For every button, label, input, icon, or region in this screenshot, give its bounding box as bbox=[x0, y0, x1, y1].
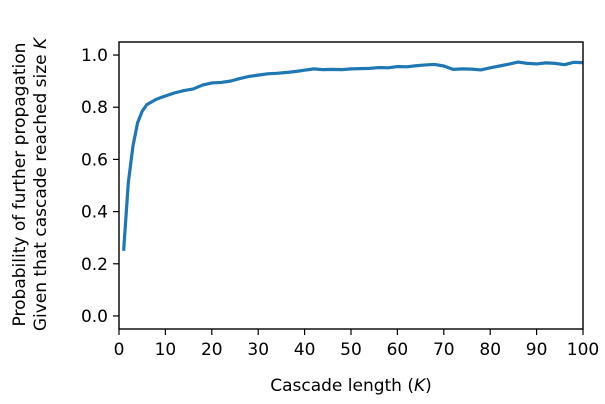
x-tick-label: 40 bbox=[294, 340, 316, 360]
y-tick-label: 0.2 bbox=[81, 255, 108, 275]
x-tick-label: 60 bbox=[387, 340, 409, 360]
y-tick-label: 0.8 bbox=[81, 98, 108, 118]
y-axis-label: Probability of further propagation Given … bbox=[10, 36, 51, 331]
x-axis-ticks: 0 10 20 30 40 50 60 70 80 90 100 bbox=[114, 329, 599, 360]
y-tick-label: 0.4 bbox=[81, 203, 108, 223]
y-tick-label: 1.0 bbox=[81, 46, 108, 66]
plot-area bbox=[118, 41, 584, 330]
x-tick-label: 0 bbox=[114, 340, 125, 360]
x-tick-label: 30 bbox=[247, 340, 269, 360]
x-axis-label: Cascade length (K) bbox=[270, 376, 432, 396]
y-tick-label: 0.6 bbox=[81, 150, 108, 170]
plot-frame bbox=[118, 41, 584, 330]
y-axis-label-line: Probability of further propagation bbox=[10, 43, 30, 327]
x-tick-label: 50 bbox=[340, 340, 362, 360]
series-line bbox=[122, 60, 584, 251]
y-axis-ticks: 0.0 0.2 0.4 0.6 0.8 1.0 bbox=[81, 46, 119, 327]
y-tick-label: 0.0 bbox=[81, 307, 108, 327]
x-tick-label: 100 bbox=[567, 340, 599, 360]
x-tick-label: 90 bbox=[526, 340, 548, 360]
x-tick-label: 80 bbox=[479, 340, 501, 360]
x-tick-label: 70 bbox=[433, 340, 455, 360]
x-tick-label: 20 bbox=[201, 340, 223, 360]
x-tick-label: 10 bbox=[155, 340, 177, 360]
y-axis-label-line: Given that cascade reached size K bbox=[31, 36, 51, 331]
